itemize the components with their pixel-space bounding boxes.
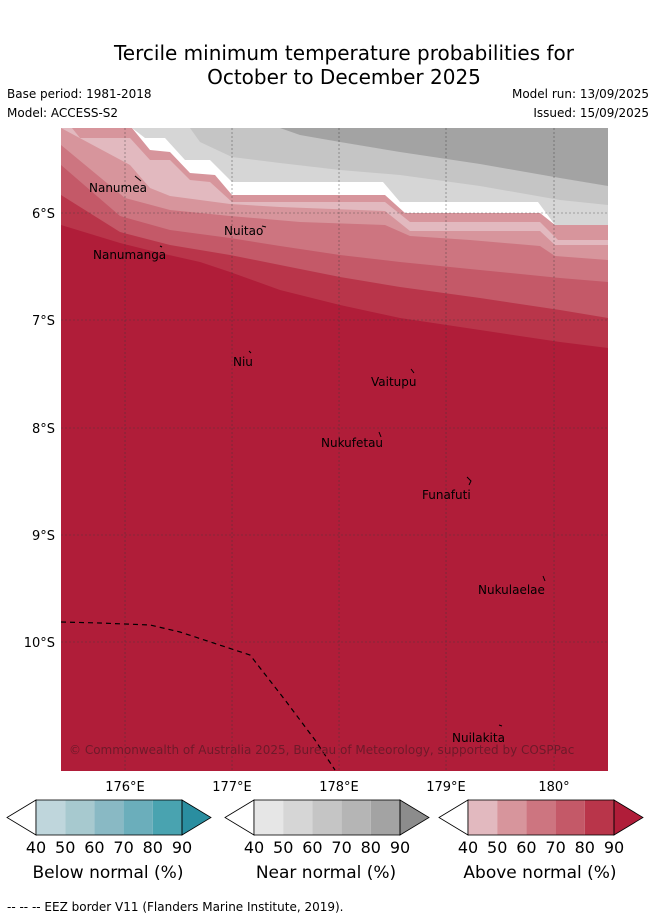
lon-label-177e: 177°E — [212, 780, 252, 795]
colorbar-tick-label: 40 — [244, 838, 264, 857]
colorbar-tick-label: 70 — [331, 838, 351, 857]
longitude-labels: 176°E 177°E 178°E 179°E 180° — [105, 780, 569, 795]
colorbar-segment — [254, 800, 284, 835]
island-niu-outline — [248, 350, 252, 354]
title-line-2: October to December 2025 — [207, 65, 481, 89]
island-nanumanga-outline — [159, 245, 163, 248]
colorbar-label-near-normal: Near normal (%) — [255, 863, 397, 883]
latitude-labels: 6°S 7°S 8°S 9°S 10°S — [24, 207, 55, 651]
eez-legend-footer: -- -- -- EEZ border V11 (Flanders Marine… — [7, 900, 344, 914]
colorbar-segment — [468, 800, 498, 835]
colorbar-outline — [253, 799, 401, 836]
colorbar-near-normal: 40 50 60 70 80 90 — [224, 799, 430, 857]
colorbar-segment — [312, 800, 342, 835]
lon-label-178e: 178°E — [319, 780, 359, 795]
lon-label-176e: 176°E — [105, 780, 145, 795]
colorbar-label-below-normal: Below normal (%) — [32, 863, 184, 883]
place-vaitupu: Vaitupu — [371, 375, 417, 389]
colorbar-outline — [35, 799, 183, 836]
model-run: Model run: 13/09/2025 — [511, 87, 649, 101]
colorbar-segment — [370, 800, 400, 835]
place-nuilakita: Nuilakita — [452, 731, 505, 745]
colorbar-label-above-normal: Above normal (%) — [463, 863, 617, 883]
place-nanumanga: Nanumanga — [93, 248, 166, 262]
colorbar-segment — [613, 799, 644, 836]
colorbar-tick-label: 50 — [55, 838, 75, 857]
colorbar-segment — [497, 800, 527, 835]
place-nukufetau: Nukufetau — [321, 436, 383, 450]
colorbar-segment — [399, 799, 430, 836]
colorbar-tick-label: 70 — [113, 838, 133, 857]
base-period: Base period: 1981-2018 — [7, 87, 152, 101]
colorbar-tick-label: 60 — [84, 838, 104, 857]
place-funafuti: Funafuti — [422, 488, 471, 502]
colorbar-segment — [6, 799, 37, 836]
colorbar-segment — [36, 800, 66, 835]
colorbar-segment — [526, 800, 556, 835]
near-normal-80-region — [280, 128, 608, 186]
colorbar-tick-label: 40 — [26, 838, 46, 857]
probability-field: Nanumea Nuitao Nanumanga Niu Vaitupu Nuk… — [61, 128, 608, 771]
colorbar-segment — [224, 799, 255, 836]
colorbar-tick-label: 40 — [458, 838, 478, 857]
colorbar-above-normal: 40 50 60 70 80 90 — [438, 799, 644, 857]
colorbar-segment — [152, 800, 182, 835]
colorbar-segment — [438, 799, 469, 836]
colorbar-below-normal: 40 50 60 70 80 90 — [6, 799, 212, 857]
lon-label-179e: 179°E — [426, 780, 466, 795]
lat-label-6s: 6°S — [32, 207, 55, 222]
island-nukufetau-outline — [378, 431, 382, 438]
colorbar-tick-label: 60 — [302, 838, 322, 857]
title-line-1: Tercile minimum temperature probabilitie… — [113, 41, 575, 65]
colorbar-outline — [467, 799, 615, 836]
colorbar-segment — [341, 800, 371, 835]
issued-date: Issued: 15/09/2025 — [533, 106, 649, 120]
island-nanumea-outline — [134, 175, 142, 182]
colorbar-tick-label: 80 — [143, 838, 163, 857]
lat-label-8s: 8°S — [32, 422, 55, 437]
colorbar-segment — [65, 800, 95, 835]
place-niu: Niu — [233, 355, 253, 369]
colorbar-tick-label: 80 — [361, 838, 381, 857]
model-name: Model: ACCESS-S2 — [7, 106, 119, 120]
island-funafuti-outline — [466, 476, 472, 486]
island-nuitao-outline — [261, 225, 267, 228]
place-nanumea: Nanumea — [89, 181, 147, 195]
colorbar-segment — [123, 800, 153, 835]
island-outlines — [134, 175, 546, 727]
colorbar-tick-label: 50 — [273, 838, 293, 857]
colorbar-tick-label: 90 — [172, 838, 192, 857]
colorbar-tick-label: 70 — [545, 838, 565, 857]
colorbar-segment — [555, 800, 585, 835]
island-nuilakita-outline — [498, 724, 503, 727]
place-nukulaelae: Nukulaelae — [478, 583, 545, 597]
colorbar-tick-label: 90 — [390, 838, 410, 857]
lat-label-10s: 10°S — [24, 636, 55, 651]
colorbar-tick-label: 80 — [575, 838, 595, 857]
grid-lines — [61, 128, 608, 771]
colorbar-tick-label: 50 — [487, 838, 507, 857]
colorbar-tick-label: 60 — [516, 838, 536, 857]
place-nuitao: Nuitao — [224, 224, 263, 238]
copyright-notice: © Commonwealth of Australia 2025, Bureau… — [69, 743, 574, 757]
colorbar-segment — [283, 800, 313, 835]
colorbar-segment — [181, 799, 212, 836]
colorbar-tick-label: 90 — [604, 838, 624, 857]
island-vaitupu-outline — [410, 368, 415, 374]
lon-label-180: 180° — [538, 780, 569, 795]
colorbar-segment — [94, 800, 124, 835]
lat-label-9s: 9°S — [32, 529, 55, 544]
island-nukulaelae-outline — [542, 575, 546, 582]
colorbar-segment — [584, 800, 614, 835]
lat-label-7s: 7°S — [32, 314, 55, 329]
eez-border — [61, 621, 336, 771]
